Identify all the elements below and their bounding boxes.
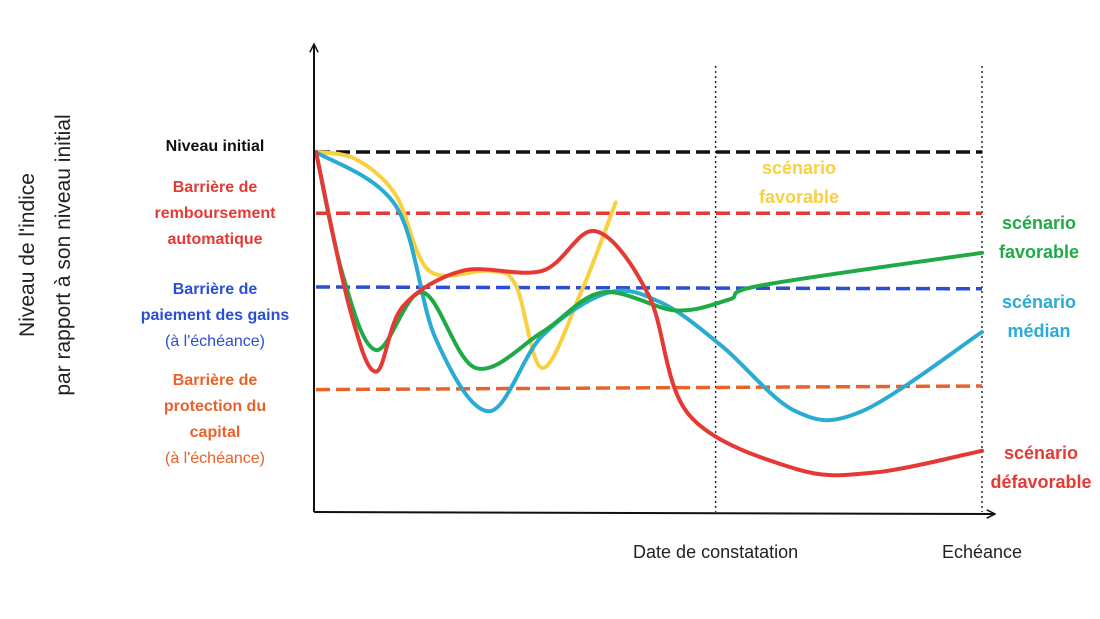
level-label-barriere-paiement-1: paiement des gains [141,307,290,324]
level-label-barriere-paiement-0: Barrière de [173,281,258,298]
series-label-bleu-0: scénario [1002,292,1076,312]
level-line-barriere-paiement [315,285,983,291]
level-label-barriere-remboursement-1: remboursement [155,205,277,222]
series-line-bleu [314,150,984,423]
level-label-barriere-protection-1: protection du [164,398,266,415]
series-lines [314,150,984,478]
level-sublabel-barriere-protection: (à l'échéance) [165,450,265,467]
x-tick-labels: Date de constatation Echéance [633,542,1022,562]
series-label-rouge-1: défavorable [990,472,1091,492]
level-label-barriere-protection-2: capital [190,424,241,441]
y-axis-label-line-1: Niveau de l'indice [16,173,39,337]
series-labels: scénario favorable scénario favorable scénar… [759,158,1092,492]
level-labels: Niveau initial Barrière de remboursement au… [141,138,290,467]
series-label-vert-1: favorable [999,242,1079,262]
level-label-barriere-remboursement-0: Barrière de [173,179,258,196]
level-sublabel-barriere-paiement: (à l'échéance) [165,333,265,350]
y-axis-label: Niveau de l'indice par rapport à son niv… [16,114,75,395]
series-line-jaune [314,150,618,370]
y-axis-label-line-2: par rapport à son niveau initial [52,114,75,395]
level-label-niveau-initial-0: Niveau initial [166,138,265,155]
x-tick-label-0: Date de constatation [633,542,798,562]
level-label-barriere-protection-0: Barrière de [173,372,258,389]
series-label-bleu-1: médian [1007,321,1070,341]
x-tick-label-1: Echéance [942,542,1022,562]
series-line-rouge [314,150,984,478]
series-label-vert-0: scénario [1002,213,1076,233]
x-axis [313,512,995,514]
level-label-barriere-remboursement-2: automatique [167,231,262,248]
series-label-jaune-0: scénario [762,158,836,178]
series-label-jaune-1: favorable [759,187,839,207]
level-line-barriere-protection [315,384,983,392]
series-label-rouge-0: scénario [1004,443,1078,463]
series-line-vert [314,150,984,371]
